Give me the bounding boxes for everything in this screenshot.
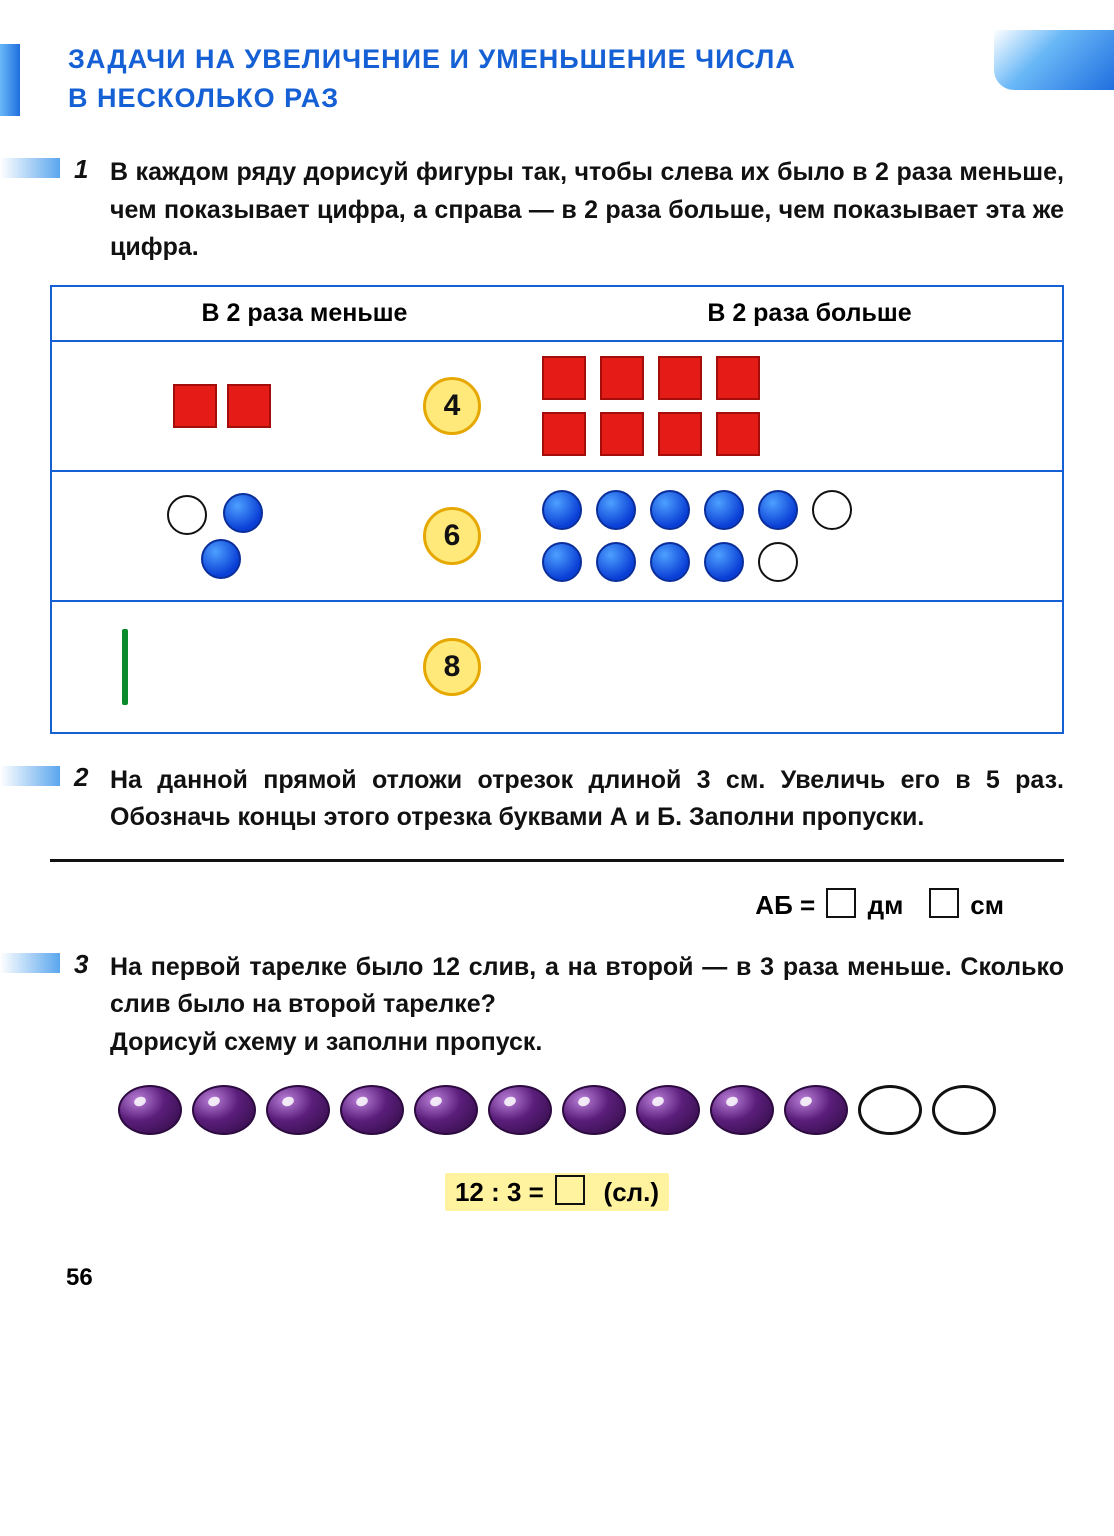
unit-cm: см [970, 890, 1004, 920]
plum-row [50, 1085, 1064, 1135]
equation-left: 12 : 3 = [455, 1177, 544, 1207]
red-square-icon [658, 412, 702, 456]
number-badge: 6 [423, 507, 481, 565]
red-square-icon [542, 356, 586, 400]
blue-circle-icon [704, 490, 744, 530]
worksheet-page: ЗАДАЧИ НА УВЕЛИЧЕНИЕ И УМЕНЬШЕНИЕ ЧИСЛА … [0, 0, 1114, 1342]
title-line-1: ЗАДАЧИ НА УВЕЛИЧЕНИЕ И УМЕНЬШЕНИЕ ЧИСЛА [68, 44, 796, 74]
task-bar-icon [0, 766, 60, 786]
table-row: 6 [52, 472, 1062, 602]
right-cell-shapes [512, 490, 1062, 582]
task-1-number: 1 [74, 154, 88, 185]
green-stick-icon [122, 629, 128, 705]
title-corner-decoration [994, 30, 1114, 90]
equation-right: (сл.) [604, 1177, 660, 1207]
task-2-answer-line: АБ = дм см [50, 888, 1064, 921]
shape-row [542, 542, 1062, 582]
plum-empty-icon[interactable] [858, 1085, 922, 1135]
left-cell-shapes [52, 629, 392, 705]
circle-triangle-cluster [167, 493, 277, 579]
shape-row [542, 412, 1062, 456]
red-square-icon [173, 384, 217, 428]
shape-row [542, 490, 1062, 530]
task-2: 2 На данной прямой отложи отрезок длиной… [50, 762, 1064, 837]
empty-circle-icon [758, 542, 798, 582]
blue-circle-icon [650, 542, 690, 582]
badge-cell: 8 [392, 638, 512, 696]
blue-circle-icon [542, 542, 582, 582]
left-cell-shapes [52, 493, 392, 579]
task-1: 1 В каждом ряду дорисуй фигуры так, чтоб… [50, 154, 1064, 267]
blank-box-answer[interactable] [555, 1175, 585, 1205]
blank-box-dm[interactable] [826, 888, 856, 918]
blue-circle-icon [542, 490, 582, 530]
task-2-work-area: АБ = дм см [50, 859, 1064, 921]
task-3-number: 3 [74, 949, 88, 980]
task-3-equation: 12 : 3 = (сл.) [50, 1175, 1064, 1208]
empty-circle-icon [812, 490, 852, 530]
blue-circle-icon [223, 493, 263, 533]
plum-filled-icon [562, 1085, 626, 1135]
plum-filled-icon [784, 1085, 848, 1135]
page-title-block: ЗАДАЧИ НА УВЕЛИЧЕНИЕ И УМЕНЬШЕНИЕ ЧИСЛА … [50, 40, 1064, 118]
title-left-stripe [0, 44, 20, 116]
plum-filled-icon [192, 1085, 256, 1135]
equation-highlight: 12 : 3 = (сл.) [445, 1173, 669, 1211]
right-cell-shapes [512, 356, 1062, 456]
number-line[interactable] [50, 859, 1064, 862]
task-1-text: В каждом ряду дорисуй фигуры так, чтобы … [110, 154, 1064, 267]
task-1-table: В 2 раза меньше В 2 раза больше 4 [50, 285, 1064, 734]
badge-cell: 6 [392, 507, 512, 565]
number-badge: 8 [423, 638, 481, 696]
header-left-label: В 2 раза меньше [52, 287, 557, 340]
header-right-label: В 2 раза больше [557, 287, 1062, 340]
plum-empty-icon[interactable] [932, 1085, 996, 1135]
task-3-text-line2: Дорисуй схему и заполни пропуск. [110, 1028, 542, 1056]
unit-dm: дм [868, 890, 904, 920]
red-square-icon [716, 412, 760, 456]
number-badge: 4 [423, 377, 481, 435]
blue-circle-icon [596, 490, 636, 530]
task-bar-icon [0, 953, 60, 973]
red-square-icon [542, 412, 586, 456]
red-square-icon [658, 356, 702, 400]
plum-filled-icon [118, 1085, 182, 1135]
plum-filled-icon [414, 1085, 478, 1135]
blue-circle-icon [704, 542, 744, 582]
red-square-icon [716, 356, 760, 400]
empty-circle-icon [167, 495, 207, 535]
shape-row [542, 356, 1062, 400]
blue-circle-icon [201, 539, 241, 579]
title-line-2: В НЕСКОЛЬКО РАЗ [68, 83, 339, 113]
task-3-text: На первой тарелке было 12 слив, а на вто… [110, 949, 1064, 1062]
red-square-icon [227, 384, 271, 428]
task-bar-icon [0, 158, 60, 178]
blue-circle-icon [758, 490, 798, 530]
task-3: 3 На первой тарелке было 12 слив, а на в… [50, 949, 1064, 1062]
plum-filled-icon [488, 1085, 552, 1135]
badge-cell: 4 [392, 377, 512, 435]
plum-filled-icon [710, 1085, 774, 1135]
answer-prefix: АБ = [755, 890, 815, 920]
table-row: 4 [52, 342, 1062, 472]
task-3-text-line1: На первой тарелке было 12 слив, а на вто… [110, 953, 1064, 1019]
red-square-icon [600, 356, 644, 400]
page-number: 56 [50, 1264, 1064, 1292]
table-row: 8 [52, 602, 1062, 732]
page-title: ЗАДАЧИ НА УВЕЛИЧЕНИЕ И УМЕНЬШЕНИЕ ЧИСЛА … [50, 40, 1064, 118]
task-1-table-header: В 2 раза меньше В 2 раза больше [52, 287, 1062, 342]
task-2-text: На данной прямой отложи отрезок длиной 3… [110, 762, 1064, 837]
task-2-number: 2 [74, 762, 88, 793]
plum-filled-icon [636, 1085, 700, 1135]
blank-box-cm[interactable] [929, 888, 959, 918]
left-cell-shapes [52, 384, 392, 428]
plum-filled-icon [340, 1085, 404, 1135]
blue-circle-icon [650, 490, 690, 530]
plum-filled-icon [266, 1085, 330, 1135]
blue-circle-icon [596, 542, 636, 582]
red-square-icon [600, 412, 644, 456]
